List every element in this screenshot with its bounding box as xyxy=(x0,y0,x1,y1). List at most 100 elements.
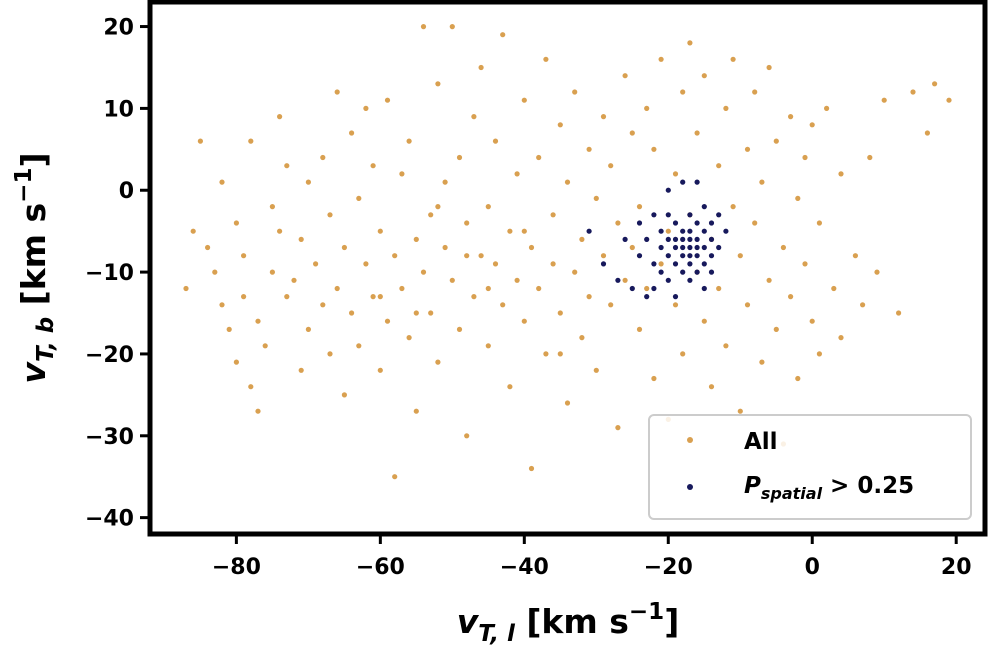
data-point-pspatial xyxy=(680,269,686,275)
data-point-pspatial xyxy=(615,277,621,283)
legend-label-all: All xyxy=(744,429,778,455)
data-point-all xyxy=(478,64,484,71)
data-point-all xyxy=(435,359,441,365)
data-point-all xyxy=(305,179,311,185)
data-point-all xyxy=(744,146,751,152)
data-point-all xyxy=(773,138,779,144)
data-point-all xyxy=(766,277,772,283)
data-point-all xyxy=(536,285,542,292)
data-point-all xyxy=(291,277,297,283)
data-point-all xyxy=(615,220,621,226)
legend-label-pspatial: Pspatial > 0.25 xyxy=(744,473,914,503)
data-point-all xyxy=(572,269,578,275)
data-point-all xyxy=(399,285,405,292)
data-point-all xyxy=(255,408,261,414)
y-tick-label: −30 xyxy=(85,425,134,450)
data-point-all xyxy=(838,335,844,341)
data-point-all xyxy=(341,244,347,251)
data-point-all xyxy=(464,220,470,226)
points-layer xyxy=(183,24,952,480)
data-point-all xyxy=(896,310,902,316)
data-point-all xyxy=(406,138,412,144)
data-point-pspatial xyxy=(672,236,679,242)
data-point-all xyxy=(860,302,866,308)
data-point-all xyxy=(629,130,635,136)
data-point-all xyxy=(284,294,290,300)
data-point-all xyxy=(730,204,736,210)
data-point-pspatial xyxy=(687,228,693,234)
data-point-pspatial xyxy=(665,212,671,218)
data-point-all xyxy=(406,335,412,341)
data-point-pspatial xyxy=(708,236,715,242)
data-point-all xyxy=(795,195,801,201)
data-point-pspatial xyxy=(586,228,592,234)
data-point-all xyxy=(795,375,801,382)
data-point-all xyxy=(636,204,643,210)
legend-marker-pspatial xyxy=(687,484,693,490)
data-point-all xyxy=(852,253,859,259)
data-point-pspatial xyxy=(716,212,722,218)
data-point-all xyxy=(284,163,290,169)
data-point-all xyxy=(334,89,340,95)
data-point-all xyxy=(528,244,535,251)
data-point-all xyxy=(456,326,463,332)
data-point-pspatial xyxy=(644,294,650,300)
data-point-all xyxy=(579,335,585,341)
data-point-all xyxy=(759,179,765,185)
data-point-all xyxy=(456,154,463,161)
data-point-all xyxy=(586,294,592,300)
data-point-all xyxy=(622,73,628,79)
data-point-all xyxy=(500,302,506,308)
data-point-all xyxy=(327,351,333,357)
data-point-all xyxy=(471,294,477,300)
data-point-pspatial xyxy=(694,220,700,226)
data-point-all xyxy=(485,343,491,349)
data-point-all xyxy=(413,310,419,316)
data-point-pspatial xyxy=(701,228,707,234)
data-point-all xyxy=(384,318,391,324)
data-point-all xyxy=(392,253,398,259)
data-point-pspatial xyxy=(629,285,635,292)
data-point-pspatial xyxy=(708,269,715,275)
data-point-pspatial xyxy=(687,212,693,218)
data-point-pspatial xyxy=(708,220,715,226)
data-point-all xyxy=(737,408,743,414)
y-tick-label: 10 xyxy=(103,97,134,122)
data-point-pspatial xyxy=(600,261,607,267)
data-point-pspatial xyxy=(680,228,686,234)
data-point-all xyxy=(420,24,427,30)
data-point-all xyxy=(672,171,679,177)
data-point-all xyxy=(413,236,419,242)
legend-marker-all xyxy=(687,437,693,443)
data-point-all xyxy=(658,261,664,267)
x-tick-label: −60 xyxy=(356,555,405,580)
data-point-all xyxy=(269,269,275,275)
data-point-pspatial xyxy=(665,187,671,193)
data-point-pspatial xyxy=(701,285,707,292)
data-point-all xyxy=(356,343,362,349)
data-point-all xyxy=(248,138,254,144)
data-point-all xyxy=(543,351,549,357)
data-point-all xyxy=(932,81,938,87)
data-point-all xyxy=(564,179,571,185)
data-point-all xyxy=(219,179,225,185)
data-point-all xyxy=(694,130,700,136)
data-point-all xyxy=(687,40,693,46)
data-point-all xyxy=(615,425,621,431)
data-point-all xyxy=(341,392,347,398)
data-point-all xyxy=(838,171,844,177)
data-point-all xyxy=(665,228,671,234)
data-point-all xyxy=(773,326,779,332)
x-axis-ticks: −80 −60 −40 −20 0 20 xyxy=(212,534,972,580)
data-point-pspatial xyxy=(694,179,700,185)
data-point-pspatial xyxy=(651,212,657,218)
data-point-all xyxy=(363,105,369,111)
data-point-all xyxy=(788,294,794,300)
data-point-all xyxy=(816,351,823,357)
data-point-pspatial xyxy=(658,269,664,275)
data-point-all xyxy=(313,261,319,267)
data-point-all xyxy=(449,24,455,30)
data-point-all xyxy=(485,204,491,210)
data-point-all xyxy=(298,236,304,242)
data-point-all xyxy=(716,285,722,292)
